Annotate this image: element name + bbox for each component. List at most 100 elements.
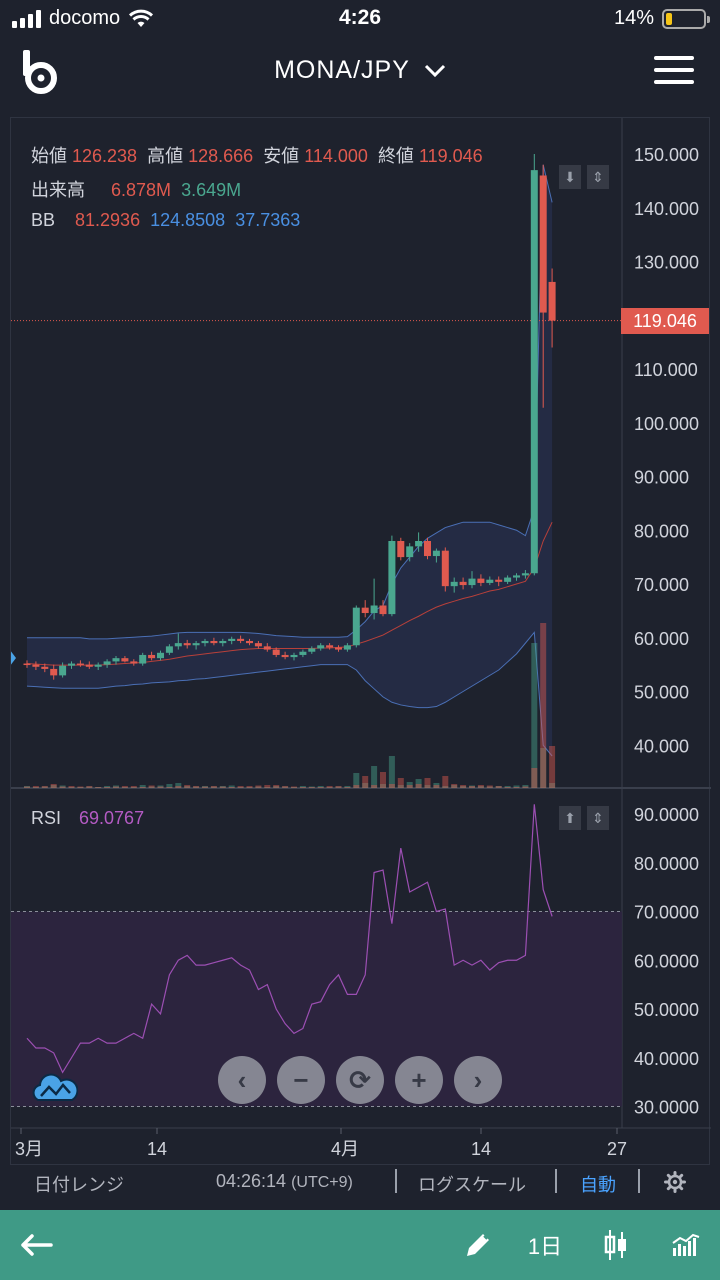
clock-time: 04:26:14	[216, 1171, 287, 1191]
volume-bar-sell	[522, 786, 529, 788]
hamburger-menu-icon[interactable]	[654, 56, 694, 84]
volume-bar-buy	[210, 786, 217, 788]
candle-body	[59, 665, 67, 676]
bb-label: BB	[31, 210, 56, 230]
volume-label: 出来高	[31, 180, 85, 200]
candle-body	[352, 607, 360, 646]
reset-chart-button[interactable]: ⟳	[336, 1056, 384, 1104]
rsi-pane-maximize-button[interactable]: ⇕	[587, 806, 609, 830]
volume-bar-buy	[522, 785, 529, 788]
rsi-axis-label: 70.0000	[634, 903, 699, 923]
log-scale-button[interactable]: ログスケール	[418, 1175, 526, 1195]
candle-body	[379, 605, 387, 615]
volume-bar-buy	[202, 786, 208, 788]
candle-body	[441, 550, 449, 587]
volume-bar-buy	[166, 784, 173, 788]
rsi-axis-label: 90.0000	[634, 805, 699, 825]
rsi-value: 69.0767	[79, 808, 145, 828]
gear-icon[interactable]	[664, 1171, 686, 1193]
volume-bar-buy	[451, 785, 458, 788]
volume-bar-sell	[50, 784, 57, 788]
volume-bar-sell	[531, 768, 538, 788]
volume-bar-sell	[68, 786, 75, 788]
tradingview-logo-icon[interactable]	[32, 1072, 78, 1104]
candle-body	[299, 651, 307, 655]
volume-bar-sell	[95, 787, 102, 788]
candle-body	[148, 654, 156, 659]
scroll-right-button[interactable]: ›	[454, 1056, 502, 1104]
price-chart[interactable]: 150.000 140.000 130.000 110.000 100.000 90.00…	[11, 118, 711, 1166]
bb-value-2: 124.8508	[150, 210, 226, 230]
rsi-legend: RSI 69.0767	[31, 808, 149, 829]
time-axis-label: 14	[147, 1139, 167, 1159]
candle-body	[477, 578, 485, 583]
candle-body	[183, 643, 191, 646]
volume-bar-sell	[353, 785, 360, 788]
current-price-label: 119.046	[621, 308, 709, 334]
interval-button[interactable]: 1日	[527, 1234, 563, 1259]
rsi-axis-label: 60.0000	[634, 951, 699, 971]
clock-display[interactable]: 04:26:14 (UTC+9)	[216, 1171, 353, 1192]
volume-bar-sell	[121, 786, 128, 788]
pane-move-up-button[interactable]: ⬆	[559, 806, 581, 830]
volume-bar-sell	[32, 786, 39, 788]
indicators-button[interactable]	[666, 1210, 706, 1280]
date-range-button[interactable]: 日付レンジ	[34, 1175, 124, 1195]
divider	[638, 1169, 640, 1193]
candle-body	[432, 550, 440, 557]
pane-move-down-button[interactable]: ⬇	[559, 165, 581, 189]
volume-bar-sell	[166, 787, 173, 788]
volume-bar-buy	[317, 786, 324, 788]
candle-body	[361, 607, 369, 614]
volume-bar-sell	[291, 786, 297, 788]
volume-bar-buy	[219, 786, 226, 788]
carrier-info: docomo	[12, 7, 154, 30]
candle-body	[415, 541, 423, 547]
candle-body	[272, 649, 280, 655]
battery-info: 14%	[614, 7, 710, 30]
volume-bar-sell	[362, 776, 369, 788]
volume-bar-sell	[210, 786, 217, 788]
volume-bar-sell	[237, 786, 244, 788]
volume-bar-buy	[531, 643, 538, 788]
candle-body	[201, 640, 209, 644]
volume-bar-sell	[540, 623, 547, 788]
candle-body	[130, 661, 138, 664]
back-button[interactable]	[14, 1210, 58, 1280]
draw-button[interactable]	[458, 1210, 498, 1280]
pane-maximize-button[interactable]: ⇕	[587, 165, 609, 189]
volume-bar-buy	[299, 786, 306, 788]
indicator-icon	[672, 1233, 700, 1256]
pair-selector[interactable]: MONA/JPY	[0, 56, 720, 85]
volume-bar-buy	[388, 756, 395, 788]
candle-body	[513, 575, 520, 578]
price-axis-label: 70.000	[634, 575, 689, 595]
zoom-out-button[interactable]: −	[277, 1056, 325, 1104]
volume-bar-buy	[460, 786, 467, 788]
volume-bar-sell	[104, 787, 111, 788]
open-value: 126.238	[72, 146, 138, 166]
candle-body	[370, 605, 378, 614]
scroll-left-button[interactable]: ‹	[218, 1056, 266, 1104]
chart-type-button[interactable]	[596, 1210, 636, 1280]
candle-body	[41, 666, 49, 669]
candle-body	[530, 170, 538, 574]
volume-bar-buy	[255, 786, 262, 788]
volume-bar-sell	[549, 746, 556, 788]
volume-bar-buy	[24, 786, 30, 788]
bitbank-logo-icon[interactable]	[20, 50, 60, 94]
volume-bar-buy	[113, 785, 119, 788]
zoom-in-button[interactable]: +	[395, 1056, 443, 1104]
chart-container[interactable]: 150.000 140.000 130.000 110.000 100.000 90.00…	[10, 117, 711, 1166]
volume-bar-buy	[77, 787, 84, 788]
candle-body	[521, 573, 529, 576]
high-label: 高値	[147, 146, 184, 166]
price-axis-label: 80.000	[634, 521, 689, 541]
volume-bar-sell	[255, 785, 262, 788]
volume-bar-buy	[148, 786, 155, 788]
close-value: 119.046	[418, 146, 483, 166]
price-axis-label: 40.000	[634, 736, 689, 756]
rsi-axis-label: 50.0000	[634, 1000, 699, 1020]
auto-scale-button[interactable]: 自動	[580, 1175, 616, 1195]
volume-bar-sell	[442, 776, 449, 788]
